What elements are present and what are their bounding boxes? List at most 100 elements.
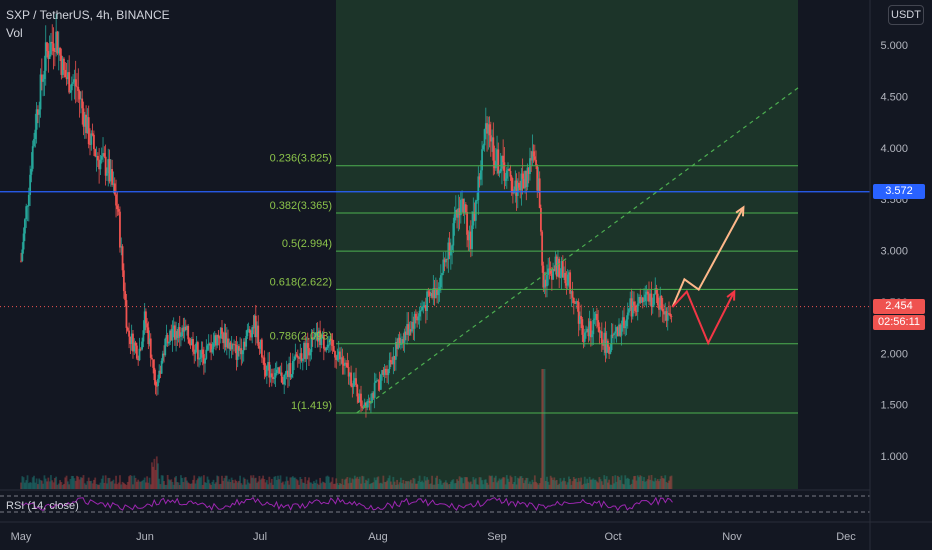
volume-bar bbox=[362, 476, 365, 489]
volume-bar bbox=[610, 484, 613, 489]
rsi-label: RSI (14, close) bbox=[6, 500, 79, 512]
volume-bar bbox=[544, 481, 547, 489]
volume-bar bbox=[95, 483, 98, 489]
candle-body bbox=[572, 297, 575, 303]
candle-body bbox=[516, 182, 519, 196]
blue-line-price-tag: 3.572 bbox=[873, 183, 925, 199]
volume-bar bbox=[563, 477, 565, 489]
volume-bar bbox=[189, 483, 192, 489]
volume-bar bbox=[389, 481, 392, 489]
volume-bar bbox=[172, 484, 175, 489]
candle-body bbox=[241, 350, 244, 355]
volume-bar bbox=[583, 476, 586, 489]
volume-bar bbox=[537, 484, 540, 489]
volume-bar bbox=[597, 482, 600, 489]
candle-body bbox=[542, 265, 545, 288]
volume-bar bbox=[25, 480, 28, 489]
volume-bar bbox=[141, 480, 143, 489]
volume-bar bbox=[591, 479, 593, 489]
volume-bar bbox=[467, 481, 470, 489]
candle-body bbox=[155, 385, 158, 387]
candle-body bbox=[70, 83, 73, 91]
candle-body bbox=[221, 327, 223, 334]
volume-bar bbox=[277, 475, 279, 489]
volume-bar bbox=[20, 482, 22, 489]
candle-body bbox=[514, 180, 517, 190]
candle-body bbox=[222, 333, 225, 344]
bearish-projection-arrow[interactable] bbox=[671, 289, 736, 346]
volume-bar bbox=[145, 482, 147, 489]
volume-bar bbox=[453, 483, 456, 489]
volume-bar bbox=[262, 475, 265, 489]
volume-bar bbox=[605, 476, 608, 489]
volume-bar bbox=[488, 475, 491, 489]
volume-bar bbox=[308, 477, 310, 489]
volume-bar bbox=[463, 477, 466, 489]
volume-bar bbox=[245, 484, 248, 489]
volume-bar bbox=[269, 482, 272, 489]
volume-bar bbox=[331, 477, 334, 489]
volume-bar bbox=[492, 482, 495, 489]
candle-body bbox=[305, 343, 308, 359]
volume-bar bbox=[293, 477, 296, 489]
candle-body bbox=[540, 207, 542, 232]
volume-bar bbox=[444, 480, 447, 489]
volume-bar bbox=[107, 477, 110, 489]
volume-bar bbox=[588, 476, 591, 489]
candle-body bbox=[189, 343, 192, 345]
candle-body bbox=[416, 318, 418, 321]
volume-bar bbox=[437, 483, 440, 489]
volume-bar bbox=[654, 477, 657, 489]
candle-body bbox=[408, 329, 411, 335]
volume-bar bbox=[376, 477, 379, 489]
volume-bar bbox=[235, 480, 238, 489]
candle-body bbox=[146, 323, 149, 328]
volume-bar bbox=[493, 477, 496, 489]
volume-bar bbox=[206, 476, 209, 489]
volume-bar bbox=[558, 483, 561, 489]
volume-bar bbox=[344, 479, 346, 489]
price-axis[interactable]: 5.0004.5004.0003.5003.0002.5002.0001.500… bbox=[880, 40, 908, 463]
candle-body bbox=[563, 272, 565, 278]
volume-bar bbox=[31, 477, 34, 489]
volume-bar bbox=[571, 481, 574, 489]
candle-body bbox=[640, 297, 643, 303]
volume-bar bbox=[474, 478, 477, 489]
candle-body bbox=[569, 272, 572, 294]
trendline-dashed[interactable] bbox=[356, 85, 801, 414]
time-tick-label: Dec bbox=[836, 531, 856, 543]
candle-body bbox=[190, 338, 193, 345]
time-axis[interactable]: May Jun Jul Aug Sep Oct Nov Dec bbox=[11, 531, 857, 543]
candle-body bbox=[602, 343, 604, 346]
volume-bar bbox=[377, 476, 380, 489]
candle-body bbox=[90, 133, 93, 145]
candle-body bbox=[111, 169, 114, 185]
volume-bar bbox=[516, 477, 519, 489]
volume-bar bbox=[511, 484, 514, 489]
candle-body bbox=[126, 327, 129, 331]
candle-body bbox=[86, 117, 89, 134]
volume-bar bbox=[358, 476, 361, 489]
candle-body bbox=[646, 291, 649, 294]
currency-button[interactable]: USDT bbox=[888, 5, 924, 25]
candle-body bbox=[321, 334, 324, 339]
bullish-projection-arrow[interactable] bbox=[671, 206, 745, 308]
candle-body bbox=[469, 231, 472, 249]
volume-bar bbox=[634, 475, 637, 489]
volume-bar bbox=[44, 478, 47, 489]
volume-bar bbox=[209, 483, 211, 489]
candle-body bbox=[215, 335, 217, 346]
candle-body bbox=[550, 273, 553, 280]
candle-body bbox=[386, 372, 389, 376]
candle-body bbox=[313, 337, 315, 339]
fib-retracement[interactable]: 0.236(3.825) 0.382(3.365) 0.5(2.994) 0.618(… bbox=[270, 153, 798, 414]
candle-body bbox=[624, 326, 627, 329]
volume-bar bbox=[57, 483, 60, 489]
volume-bar bbox=[82, 475, 85, 489]
volume-bar bbox=[63, 483, 65, 489]
candle-body bbox=[147, 327, 150, 345]
candle-body bbox=[669, 313, 672, 317]
candles-layer bbox=[20, 13, 673, 418]
volume-bar bbox=[48, 481, 51, 489]
